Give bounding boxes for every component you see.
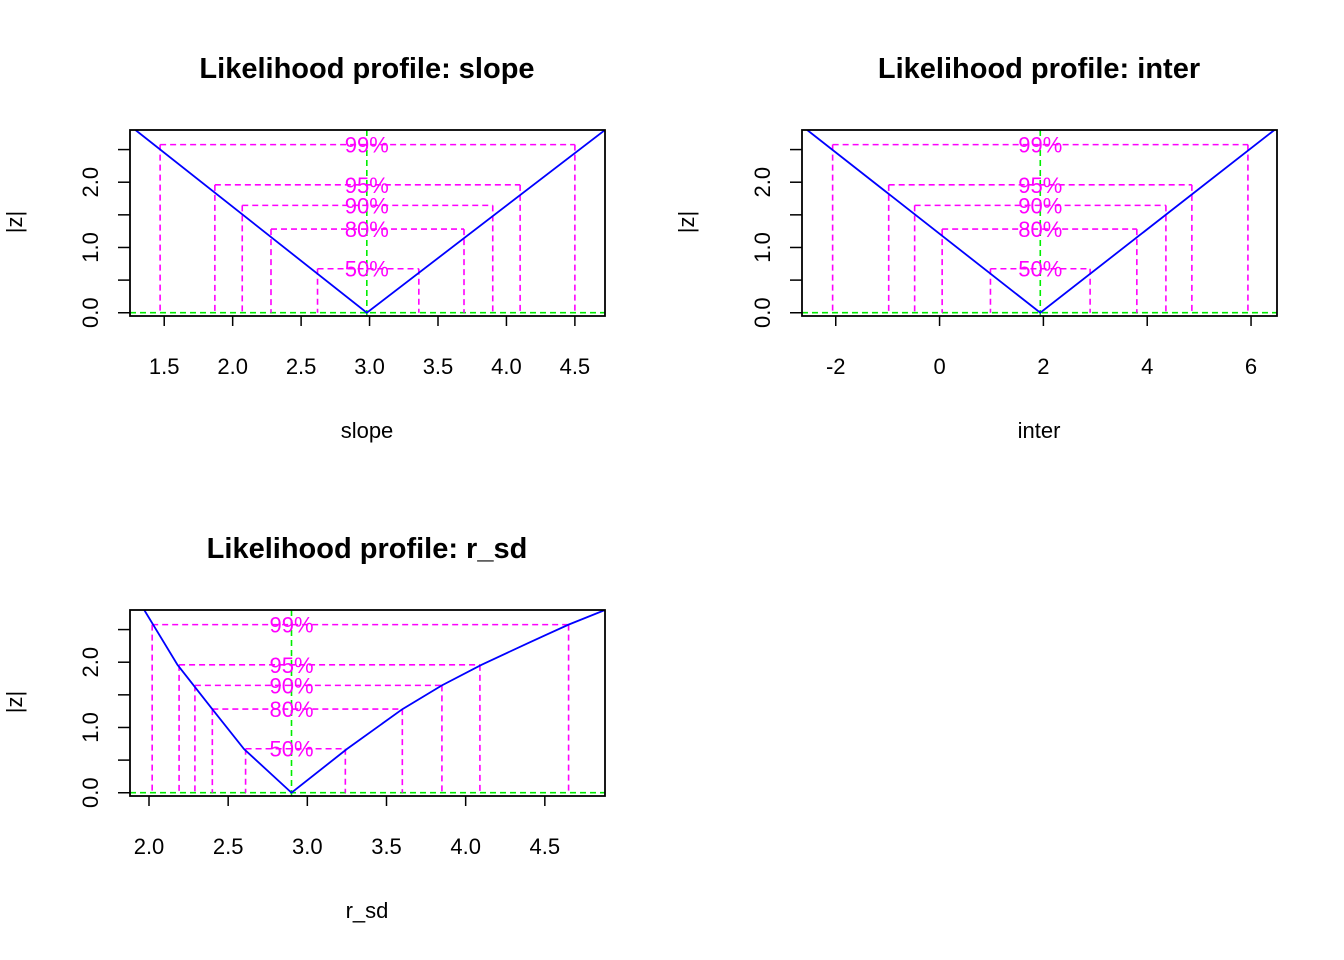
x-tick-label: 1.5 [149, 354, 180, 379]
x-tick-label: 2.0 [134, 834, 165, 859]
panel-slope: Likelihood profile: slope slope |z| 99%9… [2, 53, 606, 443]
conf-label: 95% [1018, 173, 1062, 198]
conf-label: 95% [345, 173, 389, 198]
conf-label: 99% [269, 613, 313, 638]
x-tick-label: 4.5 [530, 834, 561, 859]
plot-area: 99% 95%90%80% 50% [130, 610, 605, 796]
conf-label: 99% [345, 133, 389, 158]
panel-title: Likelihood profile: inter [878, 53, 1200, 85]
x-tick-label: -2 [826, 354, 846, 379]
conf-label: 80% [269, 697, 313, 722]
plot-frame [129, 129, 606, 317]
x-tick-label: 3.5 [423, 354, 454, 379]
y-tick-label: 2.0 [750, 167, 775, 198]
x-tick-label: 2.0 [217, 354, 248, 379]
conf-label: 50% [345, 257, 389, 282]
plot-area: 99% 95%90%80% 50% [130, 130, 605, 316]
x-tick-label: 3.0 [354, 354, 385, 379]
x-tick-label: 2 [1037, 354, 1049, 379]
x-tick-label: 2.5 [213, 834, 244, 859]
y-axis-label: |z| [674, 211, 699, 233]
y-tick-label: 0.0 [750, 297, 775, 328]
x-tick-label: 4.5 [560, 354, 591, 379]
profile-line [134, 130, 605, 314]
y-tick-label: 1.0 [78, 232, 103, 263]
x-tick-label: 3.5 [371, 834, 402, 859]
x-tick-label: 4 [1141, 354, 1153, 379]
y-tick-label: 1.0 [78, 712, 103, 743]
x-axis-label: slope [341, 418, 394, 443]
x-tick-label: 4.0 [450, 834, 481, 859]
panel-r-sd: Likelihood profile: r_sd r_sd |z| 99% 95%… [2, 533, 606, 923]
y-tick-label: 1.0 [750, 232, 775, 263]
x-tick-label: 2.5 [286, 354, 317, 379]
x-axis-label: inter [1018, 418, 1061, 443]
profile-line [806, 130, 1275, 314]
conf-label: 99% [1018, 133, 1062, 158]
y-tick-label: 0.0 [78, 297, 103, 328]
panel-title: Likelihood profile: slope [199, 53, 534, 85]
conf-label: 90% [269, 673, 313, 698]
y-tick-label: 2.0 [78, 647, 103, 678]
x-tick-label: 4.0 [491, 354, 522, 379]
conf-label: 80% [1018, 217, 1062, 242]
panel-inter: Likelihood profile: inter inter |z| 99%9… [674, 53, 1278, 443]
conf-label: 90% [1018, 193, 1062, 218]
conf-label: 90% [345, 193, 389, 218]
profile-line [143, 610, 605, 794]
y-tick-label: 0.0 [78, 777, 103, 808]
x-axis-label: r_sd [346, 898, 389, 923]
y-axis-label: |z| [2, 691, 27, 713]
x-tick-label: 6 [1245, 354, 1257, 379]
panel-title: Likelihood profile: r_sd [207, 533, 528, 565]
plot-area: 99% 95%90%80% 50% [802, 130, 1277, 316]
plot-frame [129, 609, 606, 797]
x-tick-label: 0 [933, 354, 945, 379]
y-axis-label: |z| [2, 211, 27, 233]
conf-label: 95% [269, 653, 313, 678]
y-tick-label: 2.0 [78, 167, 103, 198]
conf-label: 50% [269, 737, 313, 762]
plot-frame [801, 129, 1278, 317]
conf-label: 80% [345, 217, 389, 242]
conf-label: 50% [1018, 257, 1062, 282]
x-tick-label: 3.0 [292, 834, 323, 859]
